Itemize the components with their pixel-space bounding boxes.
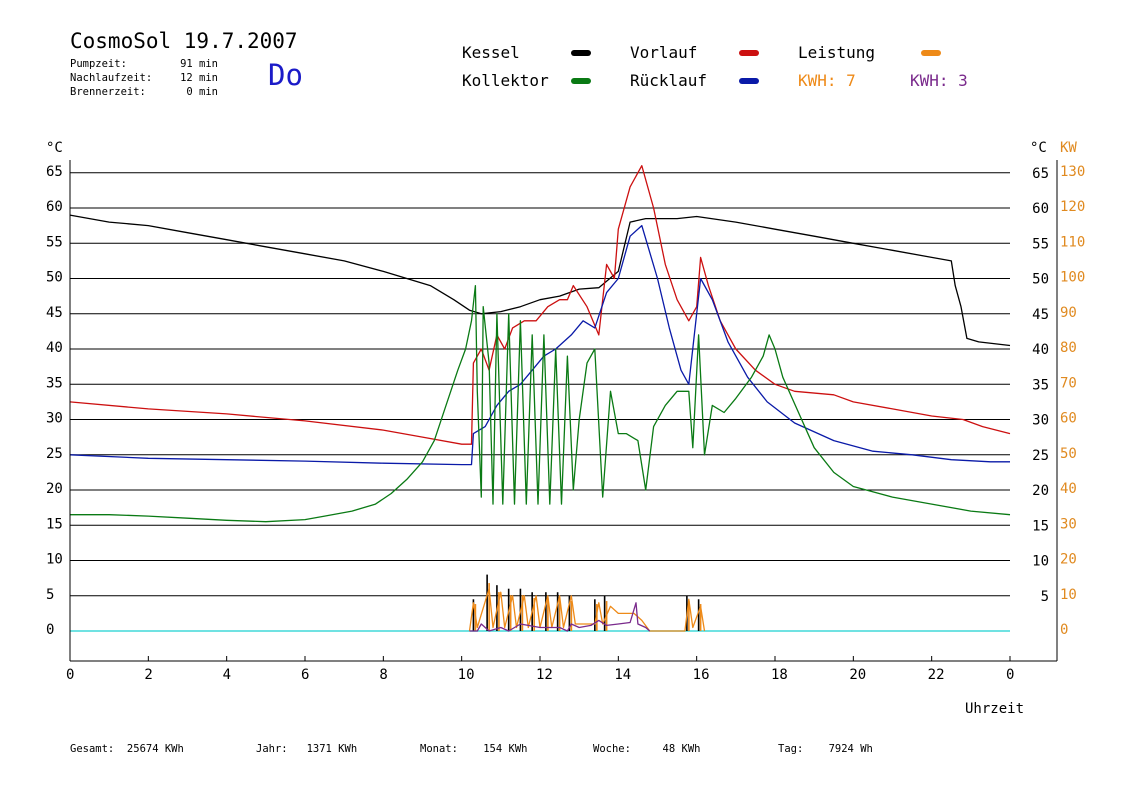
- y-left-tick-label: 55: [46, 234, 63, 250]
- y-right-c-tick-label: 65: [1032, 166, 1049, 182]
- y-right-c-tick-label: 15: [1032, 518, 1049, 534]
- x-tick-label: 0: [1006, 667, 1014, 683]
- legend-kwh-a: KWH: 7: [798, 71, 856, 90]
- info-nachlaufzeit: Nachlaufzeit: 12 min: [70, 72, 218, 84]
- info-pumpzeit: Pumpzeit: 91 min: [70, 58, 218, 70]
- info-brennerzeit: Brennerzeit: 0 min: [70, 86, 218, 98]
- y-right-c-tick-label: 25: [1032, 448, 1049, 464]
- weekday-label: Do: [268, 58, 303, 92]
- footer-woche: Woche: 48 KWh: [593, 743, 701, 755]
- y-right-kw-tick-label: 30: [1060, 516, 1077, 532]
- legend-kollektor-swatch: [571, 78, 591, 84]
- x-tick-label: 10: [458, 667, 475, 683]
- y-right-kw-tick-label: 0: [1060, 622, 1068, 638]
- y-left-tick-label: 35: [46, 375, 63, 391]
- x-tick-label: 2: [144, 667, 152, 683]
- y-right-kw-tick-label: 90: [1060, 305, 1077, 321]
- y-left-tick-label: 60: [46, 199, 63, 215]
- footer-monat: Monat: 154 KWh: [420, 743, 528, 755]
- footer-tag: Tag: 7924 Wh: [778, 743, 873, 755]
- legend-kollektor-label: Kollektor: [462, 71, 549, 90]
- y-left-tick-label: 5: [46, 587, 54, 603]
- y-right-kw-tick-label: 100: [1060, 270, 1085, 286]
- y-left-tick-label: 10: [46, 552, 63, 568]
- y-right-c-tick-label: 35: [1032, 377, 1049, 393]
- footer-gesamt: Gesamt: 25674 KWh: [70, 743, 184, 755]
- y-right-c-tick-label: 55: [1032, 236, 1049, 252]
- legend-leistung-swatch: [921, 50, 941, 56]
- y-right-c-tick-label: 45: [1032, 307, 1049, 323]
- x-tick-label: 0: [66, 667, 74, 683]
- y-right-kw-tick-label: 50: [1060, 446, 1077, 462]
- leistung-line: [468, 588, 706, 632]
- y-right-kw-tick-label: 10: [1060, 587, 1077, 603]
- x-tick-label: 16: [693, 667, 710, 683]
- series-line-ruecklauf: [69, 224, 1010, 466]
- x-tick-label: 20: [849, 667, 866, 683]
- footer-jahr: Jahr: 1371 KWh: [256, 743, 358, 755]
- leistung-b-line: [469, 602, 651, 632]
- legend-vorlauf-label: Vorlauf: [630, 43, 698, 62]
- x-tick-label: 18: [771, 667, 788, 683]
- legend-kessel-label: Kessel: [462, 43, 520, 62]
- y-left-tick-label: 40: [46, 340, 63, 356]
- y-right-kw-tick-label: 20: [1060, 552, 1077, 568]
- y-right-kw-tick-label: 60: [1060, 411, 1077, 427]
- y-right-c-tick-label: 20: [1032, 483, 1049, 499]
- x-tick-label: 8: [379, 667, 387, 683]
- y-right-c-tick-label: 30: [1032, 413, 1049, 429]
- y-right-kw-tick-label: 70: [1060, 375, 1077, 391]
- legend-vorlauf-swatch: [739, 50, 759, 56]
- y-left-tick-label: 0: [46, 622, 54, 638]
- y-right-kw-unit: KW: [1060, 140, 1077, 156]
- series-line-kessel: [69, 214, 1011, 347]
- y-left-tick-label: 20: [46, 481, 63, 497]
- x-axis-label: Uhrzeit: [965, 701, 1025, 717]
- x-tick-label: 22: [928, 667, 945, 683]
- y-left-tick-label: 45: [46, 305, 63, 321]
- chart-title: CosmoSol 19.7.2007: [70, 29, 298, 53]
- legend-ruecklauf-label: Rücklauf: [630, 71, 708, 90]
- y-right-kw-tick-label: 130: [1060, 164, 1085, 180]
- y-left-tick-label: 15: [46, 516, 63, 532]
- x-tick-label: 4: [223, 667, 231, 683]
- y-right-c-unit: °C: [1030, 140, 1047, 156]
- y-right-c-tick-label: 10: [1032, 554, 1049, 570]
- chart-axes: 05101520253035404550556065°C510152025303…: [46, 140, 1085, 683]
- y-right-c-tick-label: 50: [1032, 272, 1049, 288]
- y-right-c-tick-label: 60: [1032, 201, 1049, 217]
- y-right-kw-tick-label: 110: [1060, 234, 1085, 250]
- y-right-c-tick-label: 40: [1032, 342, 1049, 358]
- kwh-bars: [472, 574, 702, 631]
- legend-leistung-label: Leistung: [798, 43, 876, 62]
- legend-kessel-swatch: [571, 50, 591, 56]
- x-tick-label: 14: [614, 667, 631, 683]
- y-right-c-tick-label: 5: [1041, 589, 1049, 605]
- y-right-kw-tick-label: 80: [1060, 340, 1077, 356]
- y-left-unit: °C: [46, 140, 63, 156]
- series-line-vorlauf: [69, 165, 1011, 445]
- y-left-tick-label: 65: [46, 164, 63, 180]
- x-tick-label: 12: [536, 667, 553, 683]
- legend-ruecklauf-swatch: [739, 78, 759, 84]
- y-left-tick-label: 30: [46, 411, 63, 427]
- series-line-kollektor: [70, 284, 1011, 523]
- x-tick-label: 6: [301, 667, 309, 683]
- legend-kwh-b: KWH: 3: [910, 71, 968, 90]
- y-right-kw-tick-label: 40: [1060, 481, 1077, 497]
- y-left-tick-label: 25: [46, 446, 63, 462]
- chart-series: [69, 165, 1011, 632]
- y-left-tick-label: 50: [46, 270, 63, 286]
- y-right-kw-tick-label: 120: [1060, 199, 1085, 215]
- chart-grid: [70, 172, 1010, 632]
